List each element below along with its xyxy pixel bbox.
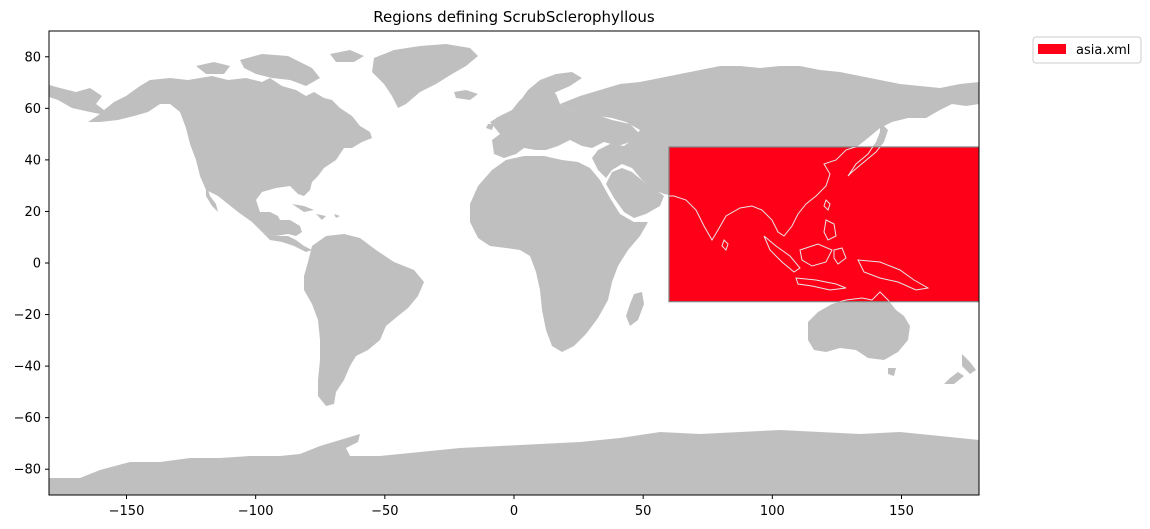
y-tick-label: −80 — [14, 463, 41, 478]
land-south-america — [304, 234, 424, 406]
land-central-america — [262, 232, 312, 252]
y-tick-label: 80 — [24, 50, 41, 65]
land-greenland — [372, 44, 478, 108]
x-tick-label: −150 — [109, 504, 145, 519]
legend-swatch-asia-xml — [1038, 44, 1066, 54]
land-new-zealand — [944, 354, 976, 384]
x-tick-label: 50 — [635, 504, 652, 519]
land-antarctica — [49, 430, 979, 495]
land-north-america — [49, 76, 372, 236]
y-tick-label: 60 — [24, 102, 41, 117]
x-tick-label: −50 — [371, 504, 398, 519]
land-baja — [206, 184, 218, 212]
land-scandinavia — [518, 72, 582, 112]
x-tick-label: 100 — [760, 504, 785, 519]
legend-label-asia-xml: asia.xml — [1076, 43, 1130, 58]
y-tick-label: 40 — [24, 153, 41, 168]
y-tick-label: −40 — [14, 360, 41, 375]
land-british-isles — [486, 114, 508, 132]
y-tick-label: 0 — [33, 257, 41, 272]
land-iceland — [454, 90, 478, 100]
legend: asia.xml — [1032, 36, 1142, 64]
region-asia-xml — [668, 146, 979, 303]
land-tasmania — [888, 368, 896, 376]
land-madagascar — [626, 292, 644, 326]
land-arctic-archipelago — [196, 50, 364, 112]
land-africa — [470, 156, 648, 352]
region-asia-xml-fill — [668, 146, 979, 303]
legend-frame — [1032, 36, 1142, 64]
y-tick-label: −60 — [14, 411, 41, 426]
x-tick-label: −100 — [238, 504, 274, 519]
land-masses — [49, 44, 979, 495]
x-tick-label: 0 — [510, 504, 518, 519]
y-tick-label: 20 — [24, 205, 41, 220]
y-axis: 80 60 40 20 0 −20 −40 −60 −80 — [14, 50, 49, 478]
land-caribbean — [292, 204, 340, 220]
chart-title: Regions defining ScrubSclerophyllous — [373, 8, 655, 26]
land-australia — [808, 292, 910, 360]
x-axis: −150 −100 −50 0 50 100 150 — [109, 495, 914, 519]
plot-area — [48, 30, 980, 496]
x-tick-label: 150 — [889, 504, 914, 519]
land-arabia — [606, 168, 664, 218]
y-tick-label: −20 — [14, 308, 41, 323]
region-coastlines — [669, 147, 930, 302]
